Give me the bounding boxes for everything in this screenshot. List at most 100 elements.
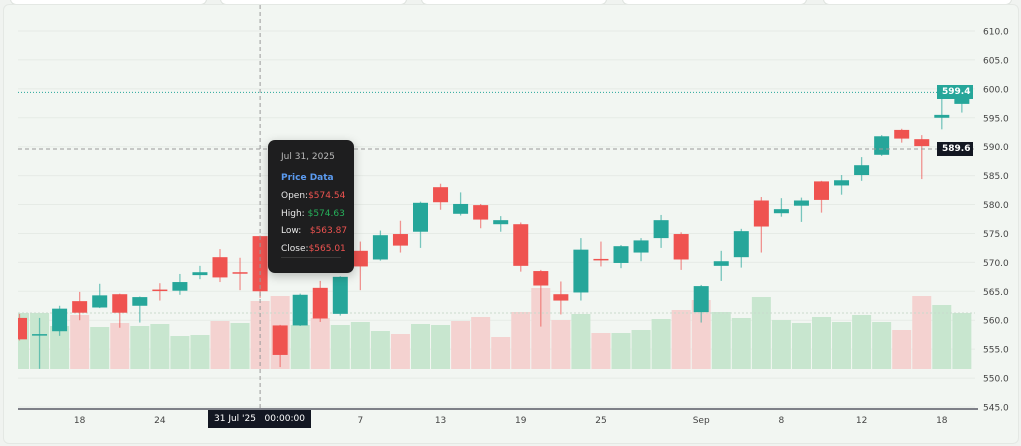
tooltip-date: Jul 31, 2025	[281, 152, 335, 162]
x-tick-label: 19	[515, 416, 527, 426]
volume-bar	[190, 335, 210, 369]
x-tick-label: 18	[936, 416, 948, 426]
candle-body	[693, 286, 709, 313]
volume-bar	[70, 315, 90, 369]
open-value: $574.54	[308, 191, 346, 201]
candle-body	[212, 257, 228, 278]
x-tick-label: 12	[856, 416, 867, 426]
volume-bar	[631, 330, 651, 369]
candle-body	[192, 272, 208, 276]
candle-body	[773, 209, 789, 214]
x-tick-label: 13	[435, 416, 446, 426]
candle-body	[18, 317, 27, 340]
volume-bar	[110, 323, 130, 369]
candle-body	[613, 246, 629, 263]
x-tick-label: Sep	[693, 416, 710, 426]
y-tick-label: 550.0	[983, 375, 1009, 385]
volume-bar	[230, 323, 250, 369]
volume-bar	[451, 321, 471, 369]
volume-bar	[370, 331, 390, 369]
volume-bar	[952, 313, 972, 369]
volume-bar	[50, 326, 70, 369]
candle-body	[252, 236, 268, 292]
candle-body	[713, 261, 729, 266]
candle-body	[874, 136, 890, 155]
candle-body	[814, 181, 829, 200]
volume-bar	[150, 324, 170, 369]
volume-bar	[711, 312, 731, 369]
candle-body	[332, 276, 348, 314]
volume-bar	[751, 297, 771, 369]
x-tick-label: 8	[779, 416, 785, 426]
volume-bar	[511, 312, 531, 369]
low-label: Low:	[281, 226, 302, 236]
volume-bar	[551, 320, 571, 369]
volume-bar	[771, 320, 791, 369]
candle-body	[32, 334, 48, 336]
x-tick-label: 25	[595, 416, 606, 426]
candle-body	[553, 294, 569, 301]
candle-body	[413, 202, 428, 232]
y-tick-label: 605.0	[983, 56, 1009, 66]
chart-panel	[3, 4, 1019, 444]
low-value: $563.87	[309, 226, 348, 236]
candle-body	[753, 200, 769, 227]
volume-bar	[852, 315, 872, 369]
y-tick-label: 595.0	[983, 114, 1009, 124]
candle-body	[493, 220, 509, 225]
volume-bar	[491, 337, 511, 369]
tooltip-open: Open:$574.54	[281, 191, 345, 201]
y-tick-label: 565.0	[983, 288, 1009, 298]
last-price-label: 599.4	[937, 85, 973, 99]
candle-body	[453, 203, 469, 214]
volume-bar	[471, 317, 491, 369]
x-tick-label: 24	[154, 416, 166, 426]
candle-body	[854, 165, 870, 176]
candle-body	[894, 129, 910, 139]
price-tooltip: Jul 31, 2025 Price Data Open:$574.54 Hig…	[268, 140, 354, 273]
volume-bar	[411, 324, 430, 369]
high-label: High:	[281, 209, 305, 219]
volume-bar	[130, 326, 150, 369]
y-tick-label: 575.0	[983, 230, 1009, 240]
volume-bar	[310, 318, 330, 369]
candle-body	[392, 234, 408, 246]
candle-body	[914, 139, 930, 147]
candle-body	[733, 231, 749, 258]
candle-body	[653, 220, 669, 239]
candle-body	[673, 234, 689, 260]
candle-body	[72, 301, 88, 313]
open-label: Open:	[281, 191, 309, 201]
candle-body	[513, 224, 529, 266]
volume-bar	[170, 336, 190, 369]
volume-bar	[812, 317, 831, 369]
y-tick-label: 610.0	[983, 28, 1009, 38]
candle-body	[232, 272, 248, 274]
tooltip-header: Price Data	[281, 173, 334, 183]
high-value: $574.63	[307, 209, 345, 219]
candle-body	[92, 295, 108, 308]
volume-bar	[892, 330, 912, 369]
plot-area	[18, 87, 975, 369]
y-tick-label: 600.0	[983, 85, 1009, 95]
volume-bar	[350, 322, 370, 369]
candle-body	[112, 294, 128, 313]
volume-bar	[651, 319, 671, 369]
y-tick-label: 560.0	[983, 317, 1009, 327]
candle-body	[934, 114, 950, 118]
tooltip-low: Low: $563.87	[281, 226, 347, 236]
volume-bar	[731, 318, 751, 369]
candle-body	[633, 240, 649, 253]
candle-body	[433, 187, 449, 203]
volume-bar	[290, 325, 310, 369]
candle-body	[593, 258, 609, 261]
volume-bar	[691, 300, 711, 369]
y-tick-label: 580.0	[983, 201, 1009, 211]
volume-bar	[18, 313, 29, 369]
y-tick-label: 585.0	[983, 172, 1009, 182]
candle-body	[272, 325, 288, 355]
y-tick-label: 555.0	[983, 346, 1009, 356]
volume-bar	[330, 325, 350, 369]
volume-bar	[932, 305, 952, 369]
